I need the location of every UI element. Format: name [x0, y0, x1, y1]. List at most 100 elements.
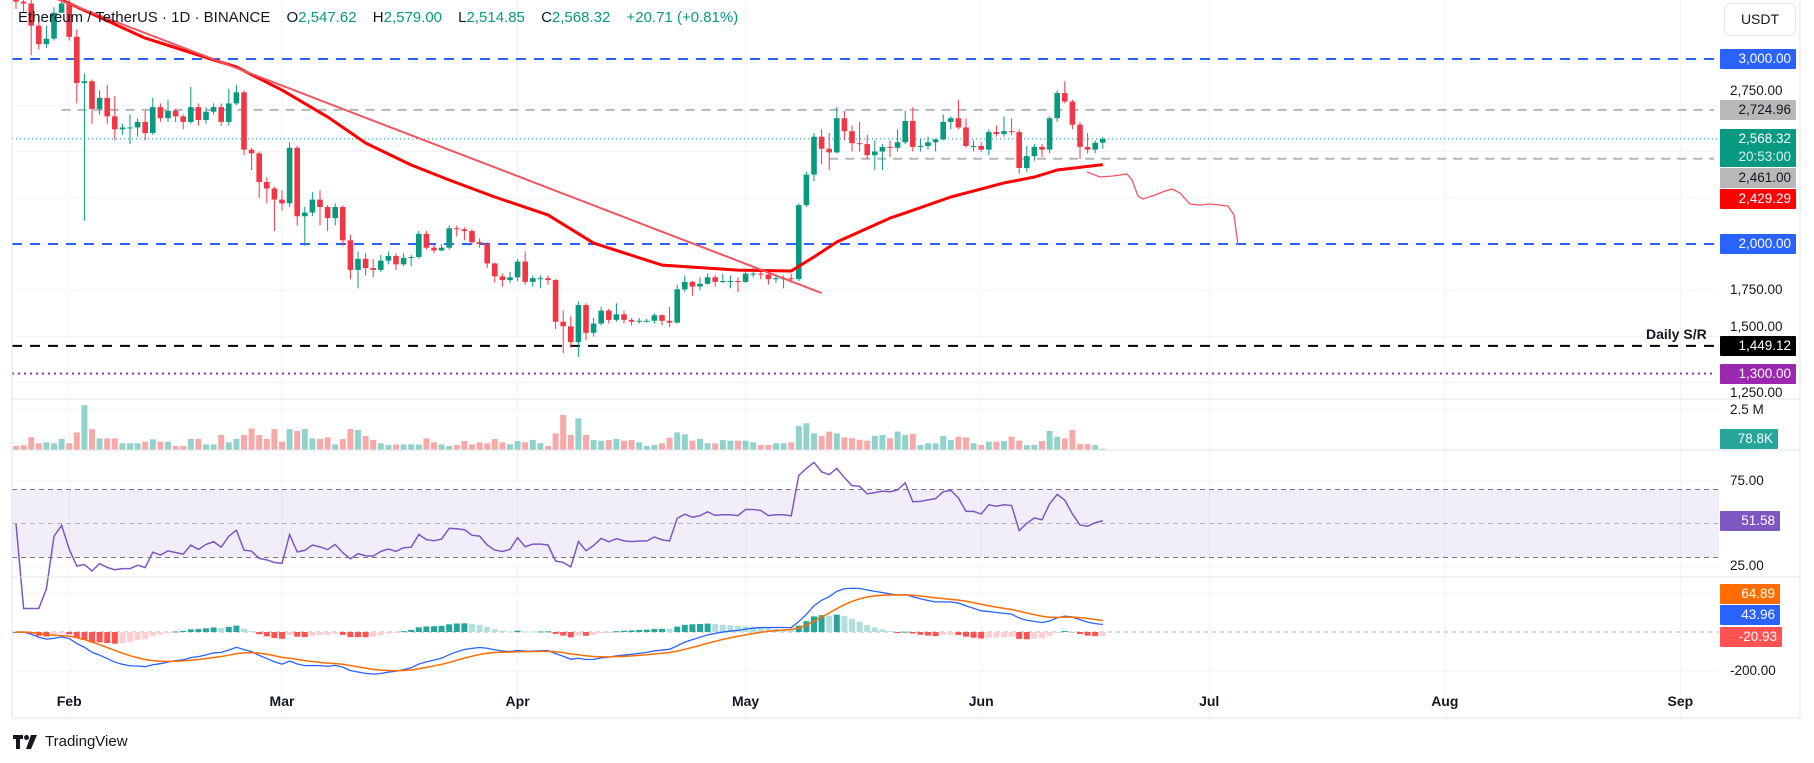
interval[interactable]: 1D: [171, 9, 191, 26]
projection-drawing: [1086, 171, 1239, 246]
ema-line: [57, 0, 1103, 273]
macd-histogram-bar: [1008, 632, 1015, 637]
volume-bar: [43, 442, 50, 450]
volume-bar: [803, 423, 810, 450]
macd-histogram-bar: [795, 625, 802, 632]
macd-histogram-bar: [1039, 632, 1045, 639]
volume-bar: [1016, 440, 1023, 450]
macd-histogram-bar: [674, 626, 681, 632]
macd-histogram-bar: [104, 632, 111, 644]
macd-histogram-bar: [803, 621, 810, 632]
volume-bar: [218, 434, 225, 450]
volume-bar: [446, 446, 453, 450]
macd-histogram-bar: [978, 632, 985, 639]
candle-body: [818, 136, 825, 149]
macd-histogram-bar: [894, 632, 901, 633]
candle-body: [932, 139, 939, 143]
macd-histogram-bar: [81, 632, 88, 640]
candle-body: [735, 281, 741, 282]
time-tick-label: Sep: [1667, 693, 1694, 709]
macd-histogram-bar: [841, 616, 848, 632]
candle-body: [150, 107, 156, 133]
volume-bar: [484, 443, 491, 450]
volume-bar: [909, 434, 916, 450]
candle-body: [910, 120, 916, 147]
candle-body: [271, 188, 278, 200]
volume-bar: [963, 437, 969, 450]
candle-body: [674, 289, 680, 323]
volume-bar: [522, 442, 529, 450]
volume-bar: [51, 443, 57, 450]
horizontal-levels: [12, 58, 1719, 375]
candle-body: [689, 281, 696, 287]
candle-body: [530, 278, 536, 282]
candle-body: [712, 277, 718, 282]
low-value: 2,514.85: [466, 9, 525, 26]
macd-histogram-bar: [317, 632, 323, 636]
tradingview-wordmark: TradingView: [45, 733, 128, 750]
tradingview-logo[interactable]: TradingView: [13, 733, 128, 750]
volume-bar: [332, 444, 339, 450]
candle-body: [378, 260, 384, 270]
currency-button[interactable]: USDT: [1724, 3, 1796, 36]
candle-body: [302, 212, 308, 217]
volume-bar: [712, 443, 719, 450]
candle-body: [347, 240, 354, 270]
candle-body: [697, 283, 703, 287]
macd-histogram-bar: [704, 623, 711, 632]
ema-price-label: 2,429.29: [1720, 189, 1796, 209]
candle-body: [1077, 124, 1083, 147]
volume-bar: [719, 440, 726, 450]
macd-line-label: 43.96: [1720, 605, 1780, 625]
volume-bar: [1001, 441, 1007, 450]
symbol-name[interactable]: Ethereum / TetherUS: [18, 9, 158, 26]
macd-pane: [12, 587, 1719, 675]
macd-histogram-bar: [324, 632, 331, 636]
candle-body: [233, 92, 240, 104]
candle-body: [454, 228, 460, 230]
candle-body: [309, 199, 316, 213]
volume-bar: [309, 438, 316, 450]
candle-body: [796, 205, 802, 280]
macd-histogram-bar: [241, 628, 247, 632]
macd-histogram-bar: [96, 632, 103, 643]
volume-bar: [560, 414, 567, 450]
level-price-label: 2,000.00: [1720, 234, 1796, 254]
macd-histogram-bar: [446, 624, 453, 632]
macd-histogram-bar: [643, 629, 650, 632]
volume-bar: [58, 438, 65, 450]
volume-bar: [286, 429, 293, 450]
candle-body: [1069, 101, 1076, 125]
volume-last-label: 78.8K: [1720, 429, 1778, 449]
macd-histogram-bar: [522, 631, 529, 633]
macd-histogram-bar: [712, 624, 719, 632]
volume-bar: [871, 435, 878, 450]
candle-body: [682, 281, 688, 290]
rsi-pane: [12, 461, 1719, 610]
volume-bar: [970, 443, 977, 450]
macd-histogram-bar: [149, 632, 156, 637]
volume-bar: [1054, 436, 1061, 450]
volume-bar: [233, 438, 240, 450]
candle-body: [13, 0, 19, 2]
candle-body: [864, 144, 870, 156]
candle-body: [279, 199, 285, 204]
candle-body: [917, 145, 924, 147]
candle-body: [727, 281, 734, 282]
candle-body: [1100, 138, 1106, 143]
macd-histogram-bar: [248, 631, 255, 633]
macd-histogram-bar: [476, 625, 483, 632]
volume-bar: [89, 429, 95, 450]
candle-body: [545, 278, 551, 281]
open-value: 2,547.62: [298, 9, 357, 26]
macd-histogram-label: -20.93: [1720, 627, 1782, 647]
volume-bar: [742, 440, 749, 450]
macd-histogram-bar: [1099, 632, 1106, 637]
candle-body: [66, 3, 72, 37]
volume-bar: [567, 434, 574, 450]
candle-body: [925, 142, 931, 146]
macd-histogram-bar: [757, 627, 764, 632]
macd-histogram-bar: [370, 632, 377, 637]
macd-histogram-bar: [89, 632, 95, 643]
